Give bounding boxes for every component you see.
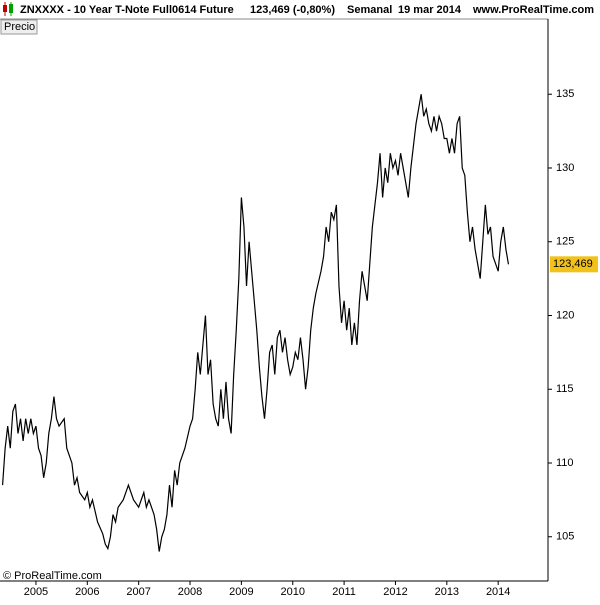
source: www.ProRealTime.com (472, 4, 594, 16)
x-tick-label: 2013 (435, 586, 459, 598)
logo-icon (3, 2, 13, 16)
y-tick-label: 110 (556, 457, 574, 469)
footer: © ProRealTime.com (3, 570, 102, 582)
x-tick-label: 2008 (178, 586, 202, 598)
y-tick-label: 130 (556, 162, 574, 174)
x-tick-label: 2014 (486, 586, 510, 598)
x-tick-label: 2009 (229, 586, 253, 598)
x-tick-label: 2007 (126, 586, 150, 598)
last-value-label: 123,469 (553, 258, 593, 270)
date: 19 mar 2014 (398, 4, 462, 16)
panel-label-box (0, 19, 38, 35)
period: Semanal (347, 4, 392, 16)
x-tick-label: 2010 (281, 586, 305, 598)
x-tick-label: 2005 (24, 586, 48, 598)
price-line (1, 94, 510, 552)
y-tick-label: 125 (556, 236, 574, 248)
y-tick-label: 105 (556, 531, 574, 543)
last-value-tag (550, 256, 598, 273)
panel-label: Precio (4, 21, 35, 33)
chart-title: ZNXXXX - 10 Year T-Note Full0614 Future (20, 4, 234, 16)
x-tick-label: 2012 (383, 586, 407, 598)
y-tick-label: 115 (556, 383, 574, 395)
x-tick-label: 2006 (75, 586, 99, 598)
quote: 123,469 (-0,80%) (250, 4, 335, 16)
y-tick-label: 120 (556, 309, 574, 321)
x-tick-label: 2011 (332, 586, 356, 598)
y-tick-label: 135 (556, 88, 574, 100)
